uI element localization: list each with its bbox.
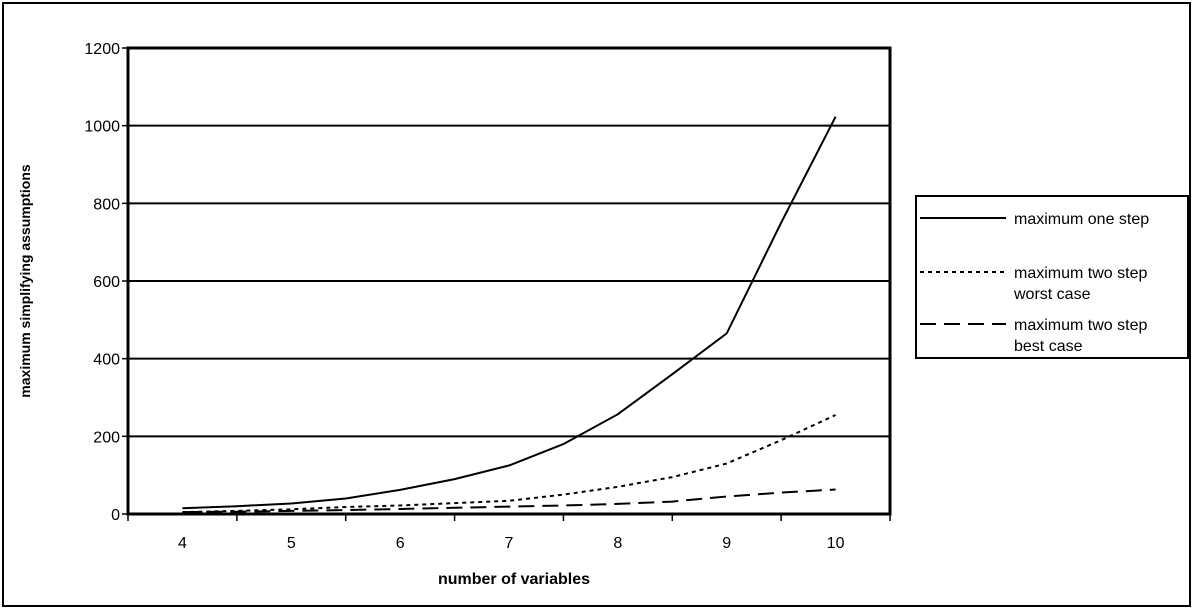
- y-tick-label: 200: [93, 429, 120, 446]
- y-tick-label: 1000: [84, 119, 120, 136]
- x-axis-title: number of variables: [438, 571, 590, 588]
- y-tick-label: 800: [93, 196, 120, 213]
- x-tick-label: 4: [178, 535, 187, 552]
- x-tick-label: 6: [396, 535, 405, 552]
- legend-label: maximum two step best case: [1014, 317, 1147, 355]
- x-tick-label: 7: [505, 535, 514, 552]
- legend: maximum one step maximum two step worst ca…: [915, 195, 1189, 359]
- y-tick-label: 400: [93, 352, 120, 369]
- series-line-1: [182, 116, 837, 510]
- series-line-2: [182, 414, 837, 514]
- legend-label: maximum two step worst case: [1013, 265, 1147, 303]
- y-axis-ticks: 0 200 400 600 800 1000 1200: [84, 41, 128, 524]
- x-tick-label: 8: [613, 535, 622, 552]
- y-tick-label: 1200: [84, 41, 120, 58]
- series-lines: [182, 116, 837, 514]
- legend-box: [915, 195, 1189, 359]
- y-tick-label: 600: [93, 274, 120, 291]
- x-tick-label: 5: [287, 535, 296, 552]
- line-chart: 0 200 400 600 800 1000 1200 4 5 6 7 8 9 10 number of…: [17, 41, 1189, 588]
- x-tick-label: 10: [827, 535, 845, 552]
- x-tick-label: 9: [722, 535, 731, 552]
- legend-label: maximum one step: [1014, 211, 1149, 228]
- gridlines: [128, 124, 890, 438]
- x-axis-ticks: 4 5 6 7 8 9 10: [127, 514, 891, 552]
- series-line-3: [182, 488, 836, 514]
- y-tick-label: 0: [111, 507, 120, 524]
- y-axis-title: maximum simplifying assumptions: [17, 164, 33, 398]
